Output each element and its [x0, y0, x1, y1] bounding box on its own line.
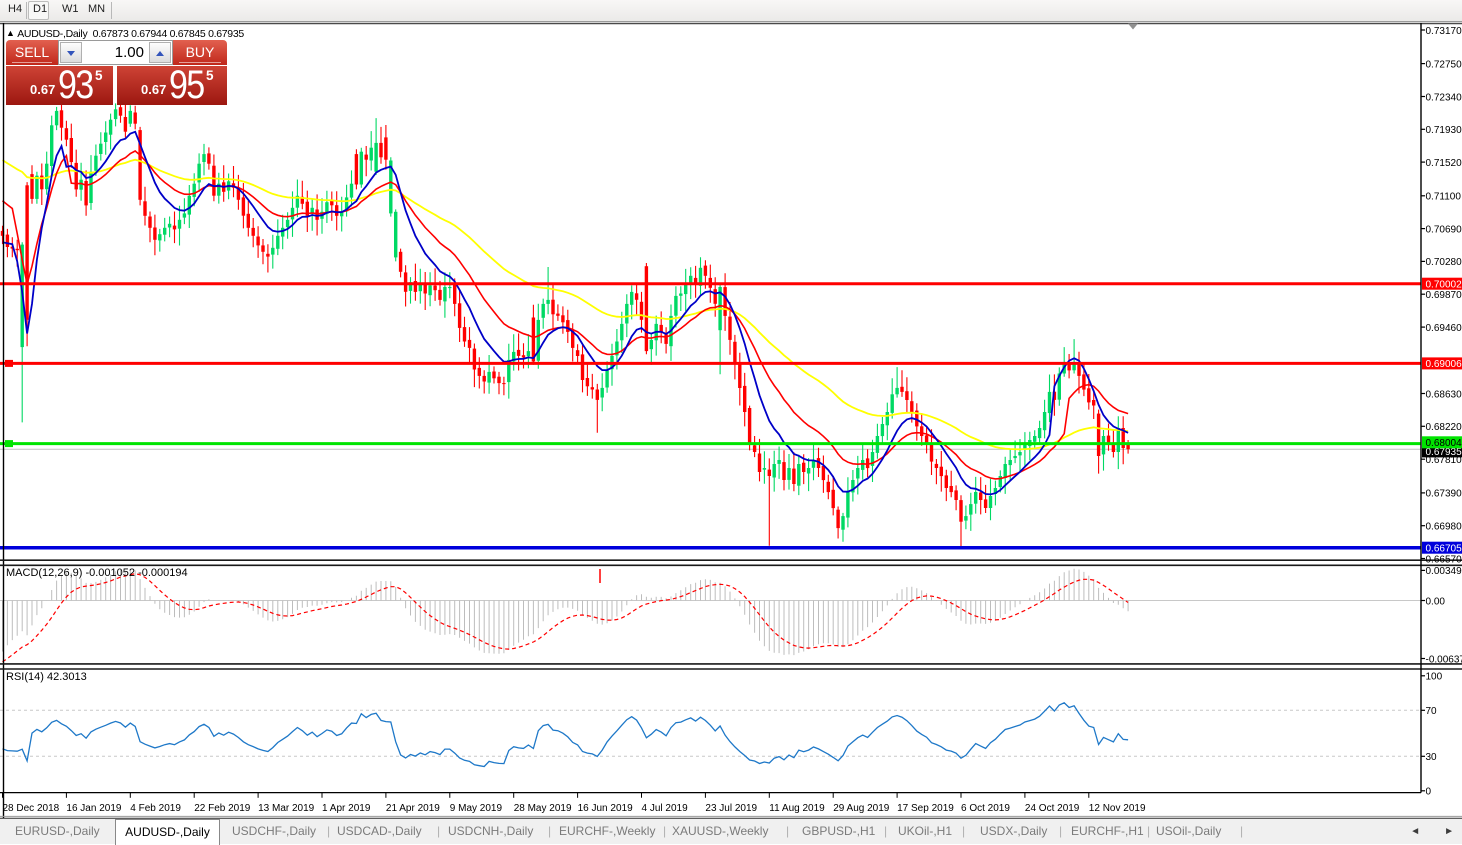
- svg-text:0.69460: 0.69460: [1426, 323, 1462, 334]
- svg-text:30: 30: [1426, 752, 1438, 763]
- svg-text:0.69870: 0.69870: [1426, 290, 1462, 301]
- svg-text:22 Feb 2019: 22 Feb 2019: [194, 803, 251, 814]
- svg-text:23 Jul 2019: 23 Jul 2019: [705, 803, 757, 814]
- svg-text:-0.00637: -0.00637: [1426, 654, 1462, 665]
- svg-text:0.68220: 0.68220: [1426, 422, 1462, 433]
- svg-text:0.68004: 0.68004: [1426, 438, 1462, 449]
- svg-text:4 Feb 2019: 4 Feb 2019: [130, 803, 181, 814]
- svg-text:1 Apr 2019: 1 Apr 2019: [322, 803, 371, 814]
- svg-text:0.71930: 0.71930: [1426, 125, 1462, 136]
- svg-text:0.72340: 0.72340: [1426, 92, 1462, 103]
- svg-text:0.66980: 0.66980: [1426, 522, 1462, 533]
- svg-text:100: 100: [1426, 672, 1443, 683]
- svg-text:24 Oct 2019: 24 Oct 2019: [1025, 803, 1080, 814]
- svg-text:0.71520: 0.71520: [1426, 158, 1462, 169]
- svg-text:12 Nov 2019: 12 Nov 2019: [1089, 803, 1146, 814]
- svg-text:0.70280: 0.70280: [1426, 257, 1462, 268]
- svg-text:28 May 2019: 28 May 2019: [514, 803, 572, 814]
- svg-text:0.73170: 0.73170: [1426, 26, 1462, 37]
- svg-text:11 Aug 2019: 11 Aug 2019: [769, 803, 825, 814]
- svg-text:6 Oct 2019: 6 Oct 2019: [961, 803, 1010, 814]
- svg-text:0.69006: 0.69006: [1426, 359, 1462, 370]
- svg-text:0.70002: 0.70002: [1426, 279, 1462, 290]
- svg-text:0.70690: 0.70690: [1426, 224, 1462, 235]
- svg-text:4 Jul 2019: 4 Jul 2019: [642, 803, 689, 814]
- svg-text:29 Aug 2019: 29 Aug 2019: [833, 803, 890, 814]
- svg-text:0: 0: [1426, 787, 1432, 798]
- svg-text:0.67390: 0.67390: [1426, 489, 1462, 500]
- svg-text:70: 70: [1426, 706, 1438, 717]
- svg-text:16 Jun 2019: 16 Jun 2019: [578, 803, 633, 814]
- svg-text:16 Jan 2019: 16 Jan 2019: [66, 803, 121, 814]
- svg-text:13 Mar 2019: 13 Mar 2019: [258, 803, 315, 814]
- svg-text:0.66705: 0.66705: [1426, 543, 1462, 554]
- svg-text:0.00349: 0.00349: [1426, 566, 1462, 577]
- svg-text:0.72750: 0.72750: [1426, 59, 1462, 70]
- svg-text:0.71100: 0.71100: [1426, 192, 1462, 203]
- svg-text:17 Sep 2019: 17 Sep 2019: [897, 803, 954, 814]
- svg-text:21 Apr 2019: 21 Apr 2019: [386, 803, 440, 814]
- svg-text:9 May 2019: 9 May 2019: [450, 803, 503, 814]
- svg-text:28 Dec 2018: 28 Dec 2018: [3, 803, 60, 814]
- svg-text:0.66570: 0.66570: [1426, 554, 1462, 565]
- svg-text:0.00: 0.00: [1426, 596, 1446, 607]
- svg-text:0.68630: 0.68630: [1426, 389, 1462, 400]
